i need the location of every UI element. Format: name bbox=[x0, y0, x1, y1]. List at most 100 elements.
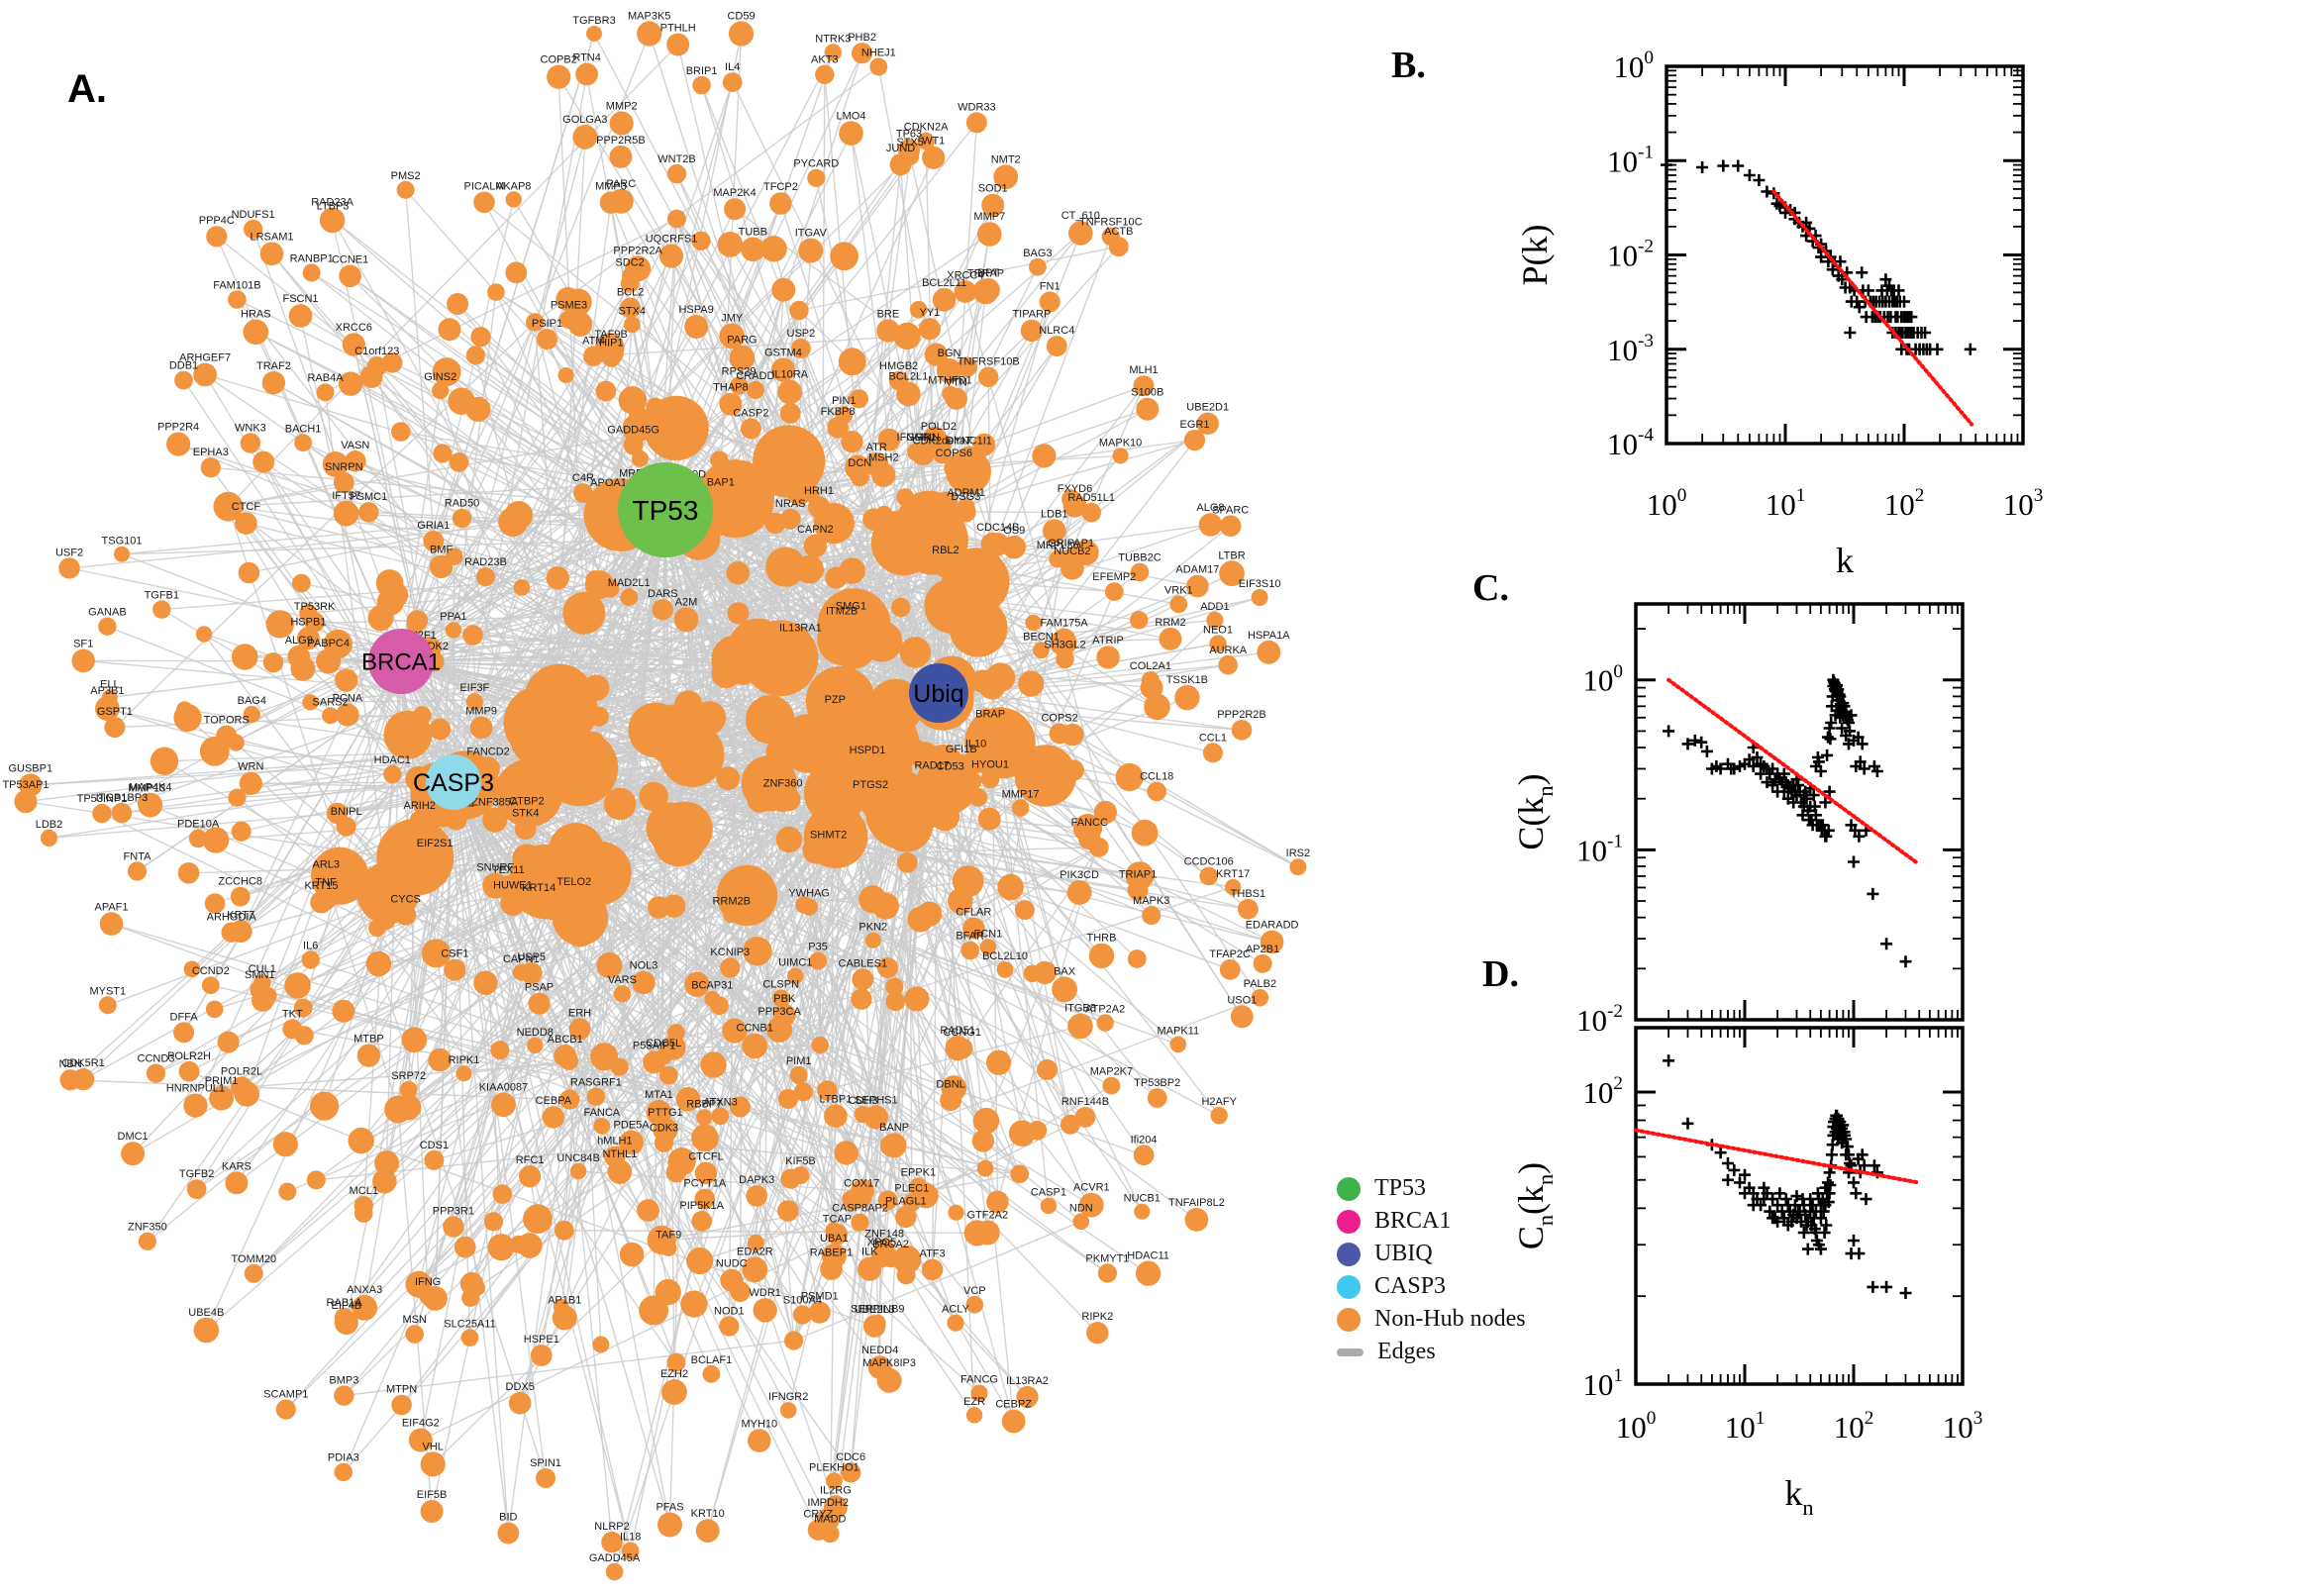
network-node bbox=[243, 319, 269, 346]
network-node bbox=[922, 146, 946, 169]
node-label: RRM2 bbox=[1155, 617, 1185, 629]
node-label: SARS2 bbox=[313, 696, 349, 708]
node-label: NOD1 bbox=[714, 1306, 745, 1318]
y-tick-label: 10-1 bbox=[1576, 831, 1623, 867]
network-node bbox=[500, 890, 526, 916]
node-swatch-icon bbox=[1337, 1307, 1361, 1332]
node-label: EPHA3 bbox=[193, 447, 229, 458]
node-label: CDH3 bbox=[849, 1095, 878, 1107]
network-edge bbox=[453, 781, 509, 1534]
network-node bbox=[272, 1132, 298, 1157]
network-node bbox=[336, 703, 359, 727]
node-swatch-icon bbox=[1337, 1176, 1361, 1201]
network-edge bbox=[376, 365, 454, 783]
node-label: RAD23A bbox=[311, 197, 354, 209]
node-label: EDARADD bbox=[1246, 920, 1299, 932]
x-axis-label: k bbox=[1836, 541, 1854, 580]
node-label: AP1B1 bbox=[548, 1294, 581, 1306]
network-node bbox=[547, 64, 571, 89]
network-node bbox=[769, 192, 792, 215]
node-label: THRB bbox=[1087, 933, 1117, 945]
node-label: ITM2B bbox=[826, 605, 858, 617]
network-node bbox=[598, 859, 621, 881]
node-label: UBA1 bbox=[820, 1233, 849, 1245]
node-label: BCL2L11 bbox=[922, 277, 966, 289]
hub-label-casp3: CASP3 bbox=[413, 769, 494, 797]
node-label: RNF144B bbox=[1061, 1096, 1109, 1108]
node-label: THAP8 bbox=[713, 382, 748, 394]
node-label: USP5 bbox=[517, 951, 546, 963]
network-node bbox=[352, 1295, 378, 1321]
legend-label: Non-Hub nodes bbox=[1374, 1306, 1526, 1332]
network-node bbox=[996, 961, 1014, 978]
network-node bbox=[808, 1301, 831, 1324]
network-node bbox=[1231, 720, 1253, 741]
network-node bbox=[420, 1500, 444, 1523]
node-label: DDB1 bbox=[169, 360, 198, 372]
y-tick-label: 101 bbox=[1582, 1365, 1623, 1402]
network-node bbox=[339, 264, 361, 288]
network-node bbox=[583, 674, 610, 701]
network-node bbox=[259, 242, 284, 266]
network-node bbox=[1052, 976, 1077, 1003]
network-node bbox=[864, 932, 881, 948]
network-node bbox=[948, 888, 973, 914]
y-axis-label: Cn(kn) bbox=[1511, 1162, 1558, 1249]
network-node bbox=[552, 1305, 577, 1331]
network-node bbox=[530, 893, 549, 912]
node-label: C4R bbox=[572, 472, 594, 484]
network-node bbox=[95, 696, 120, 721]
node-label: PPP3CA bbox=[758, 1006, 801, 1018]
network-node bbox=[696, 459, 774, 539]
node-label: KIAA0087 bbox=[479, 1081, 529, 1093]
node-label: SNRPN bbox=[325, 461, 363, 473]
node-label: ITGAV bbox=[795, 228, 828, 240]
network-node bbox=[240, 433, 261, 453]
legend-item-ubiq: UBIQ bbox=[1337, 1238, 1526, 1270]
network-edge bbox=[604, 985, 895, 1057]
network-node bbox=[851, 629, 873, 651]
node-label: VASN bbox=[341, 440, 369, 451]
node-label: MMP3 bbox=[595, 181, 627, 193]
network-node bbox=[1001, 1409, 1026, 1434]
network-node bbox=[609, 111, 634, 136]
panel-a-label: A. bbox=[67, 67, 107, 111]
node-label: ARHGEF7 bbox=[179, 352, 231, 364]
node-label: ILK bbox=[861, 1247, 878, 1258]
network-node bbox=[716, 766, 741, 791]
network-node bbox=[821, 1244, 847, 1268]
node-label: MYH10 bbox=[741, 1418, 777, 1430]
network-node bbox=[569, 1162, 587, 1180]
fit-line bbox=[1634, 1128, 1921, 1185]
network-node bbox=[639, 1295, 669, 1326]
node-label: FSCN1 bbox=[282, 293, 318, 305]
node-label: HYOU1 bbox=[971, 759, 1009, 771]
nodes-layer bbox=[14, 21, 1307, 1581]
network-node bbox=[568, 1018, 591, 1041]
network-node bbox=[821, 794, 847, 820]
legend-label: TP53 bbox=[1374, 1175, 1427, 1201]
network-node bbox=[383, 764, 402, 784]
network-edge bbox=[339, 875, 927, 1197]
node-swatch-icon bbox=[1337, 1274, 1361, 1299]
node-label: XRCC6 bbox=[336, 322, 372, 334]
node-label: PSMD1 bbox=[801, 1290, 839, 1302]
network-node bbox=[1049, 723, 1070, 745]
node-label: GMNN bbox=[906, 432, 940, 444]
network-node bbox=[1133, 375, 1155, 397]
network-node bbox=[443, 1216, 464, 1238]
network-node bbox=[419, 1287, 437, 1305]
network-node bbox=[711, 1107, 730, 1126]
network-edge bbox=[360, 1140, 875, 1328]
node-label: FAM175A bbox=[1040, 618, 1088, 630]
node-label: MAPK10 bbox=[1099, 437, 1142, 449]
network-node bbox=[686, 1247, 714, 1275]
network-edge bbox=[453, 781, 655, 1311]
network-node bbox=[1067, 1013, 1093, 1040]
node-label: PTTG1 bbox=[648, 1107, 682, 1119]
network-node bbox=[530, 1345, 553, 1366]
node-label: RBL2 bbox=[932, 545, 960, 556]
network-node bbox=[748, 1429, 771, 1452]
network-node bbox=[542, 1106, 565, 1129]
node-label: TKT bbox=[282, 1008, 303, 1020]
